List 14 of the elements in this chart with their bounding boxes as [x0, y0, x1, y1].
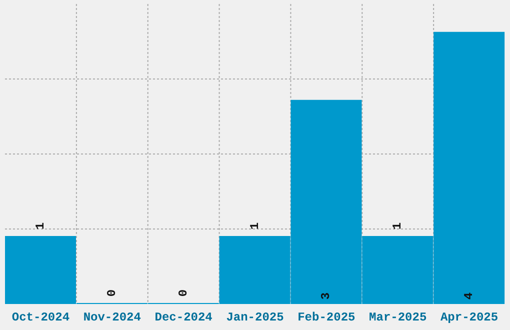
- x-tick-label: Dec-2024: [154, 310, 212, 325]
- x-tick-label: Oct-2024: [12, 310, 70, 325]
- x-tick-label: Nov-2024: [83, 310, 141, 325]
- data-label: 3: [319, 292, 334, 300]
- data-label: 0: [104, 289, 119, 297]
- x-tick-label: Mar-2025: [369, 310, 427, 325]
- data-label: 4: [462, 292, 476, 300]
- x-tick-label: Feb-2025: [298, 310, 356, 325]
- data-label: 1: [248, 222, 262, 230]
- data-label: 1: [34, 222, 48, 230]
- data-label: 1: [390, 222, 405, 230]
- x-tick-label: Apr-2025: [440, 310, 498, 325]
- x-tick-label: Jan-2025: [226, 310, 284, 325]
- data-label: 0: [176, 289, 190, 297]
